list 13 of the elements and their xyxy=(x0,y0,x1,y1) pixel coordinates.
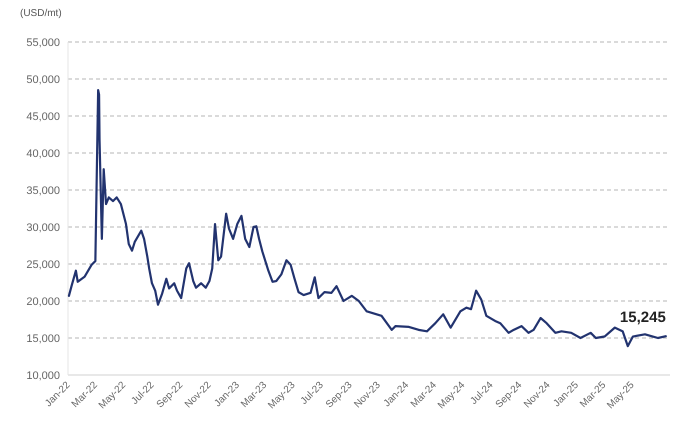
annotation: 15,245 xyxy=(620,309,666,326)
y-tick-label: 25,000 xyxy=(26,258,60,271)
y-tick-label: 30,000 xyxy=(26,222,60,234)
y-tick-label: 20,000 xyxy=(26,296,60,308)
y-tick-label: 35,000 xyxy=(26,184,60,197)
y-tick-label: 15,000 xyxy=(26,332,60,345)
y-tick-label: 40,000 xyxy=(26,148,60,160)
y-tick-label: 10,000 xyxy=(26,370,60,382)
y-tick-label: 45,000 xyxy=(26,110,60,123)
y-tick-label: 55,000 xyxy=(26,36,60,49)
line-series xyxy=(68,89,667,348)
y-tick-label: 50,000 xyxy=(26,74,60,86)
y-axis-title: (USD/mt) xyxy=(20,8,62,19)
